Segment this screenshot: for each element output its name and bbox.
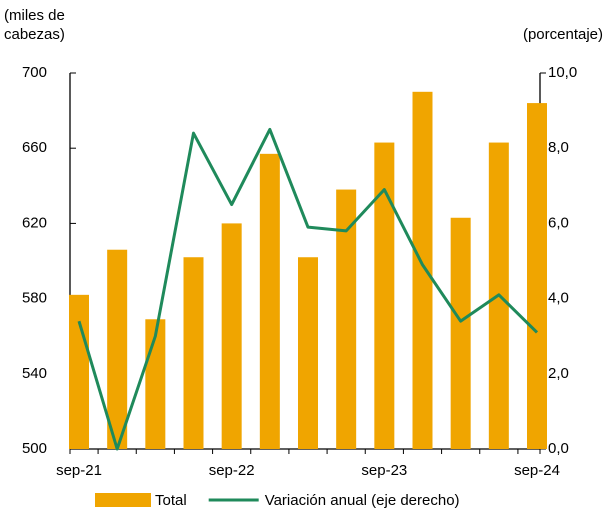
bar (527, 103, 547, 449)
legend-swatch (95, 493, 151, 507)
y-axis-label: (miles de cabezas) (4, 7, 65, 43)
legend-label: Variación anual (eje derecho) (265, 492, 460, 509)
y-tick-label: 620 (22, 214, 47, 231)
line (77, 127, 539, 451)
bar (259, 153, 280, 449)
bar (69, 294, 89, 449)
bar (107, 249, 128, 449)
bar (298, 257, 318, 449)
y2-axis-label: (porcentaje) (522, 26, 603, 43)
y2-tick-label: 2,0 (548, 365, 569, 382)
y-tick-label: 580 (22, 290, 47, 307)
x-tick-label: sep-24 (514, 462, 560, 479)
y-tick-label: 500 (22, 440, 47, 457)
bar (450, 217, 471, 449)
bar (374, 142, 395, 449)
bar (183, 257, 204, 449)
legend-label: Total (155, 492, 187, 509)
x-tick-label: sep-22 (209, 462, 255, 479)
bar (336, 189, 357, 449)
y-tick-label: 700 (22, 64, 47, 81)
y-tick-label: 540 (22, 365, 47, 382)
bar (221, 223, 242, 449)
y2-tick-label: 10,0 (548, 64, 577, 81)
x-tick-label: sep-21 (56, 462, 102, 479)
y2-tick-label: 6,0 (548, 214, 569, 231)
y2-tick-label: 0,0 (548, 440, 569, 457)
y2-tick-label: 8,0 (548, 139, 569, 156)
y2-tick-label: 4,0 (548, 290, 569, 307)
y-tick-label: 660 (22, 139, 47, 156)
x-tick-label: sep-23 (361, 462, 407, 479)
bar (412, 91, 433, 450)
